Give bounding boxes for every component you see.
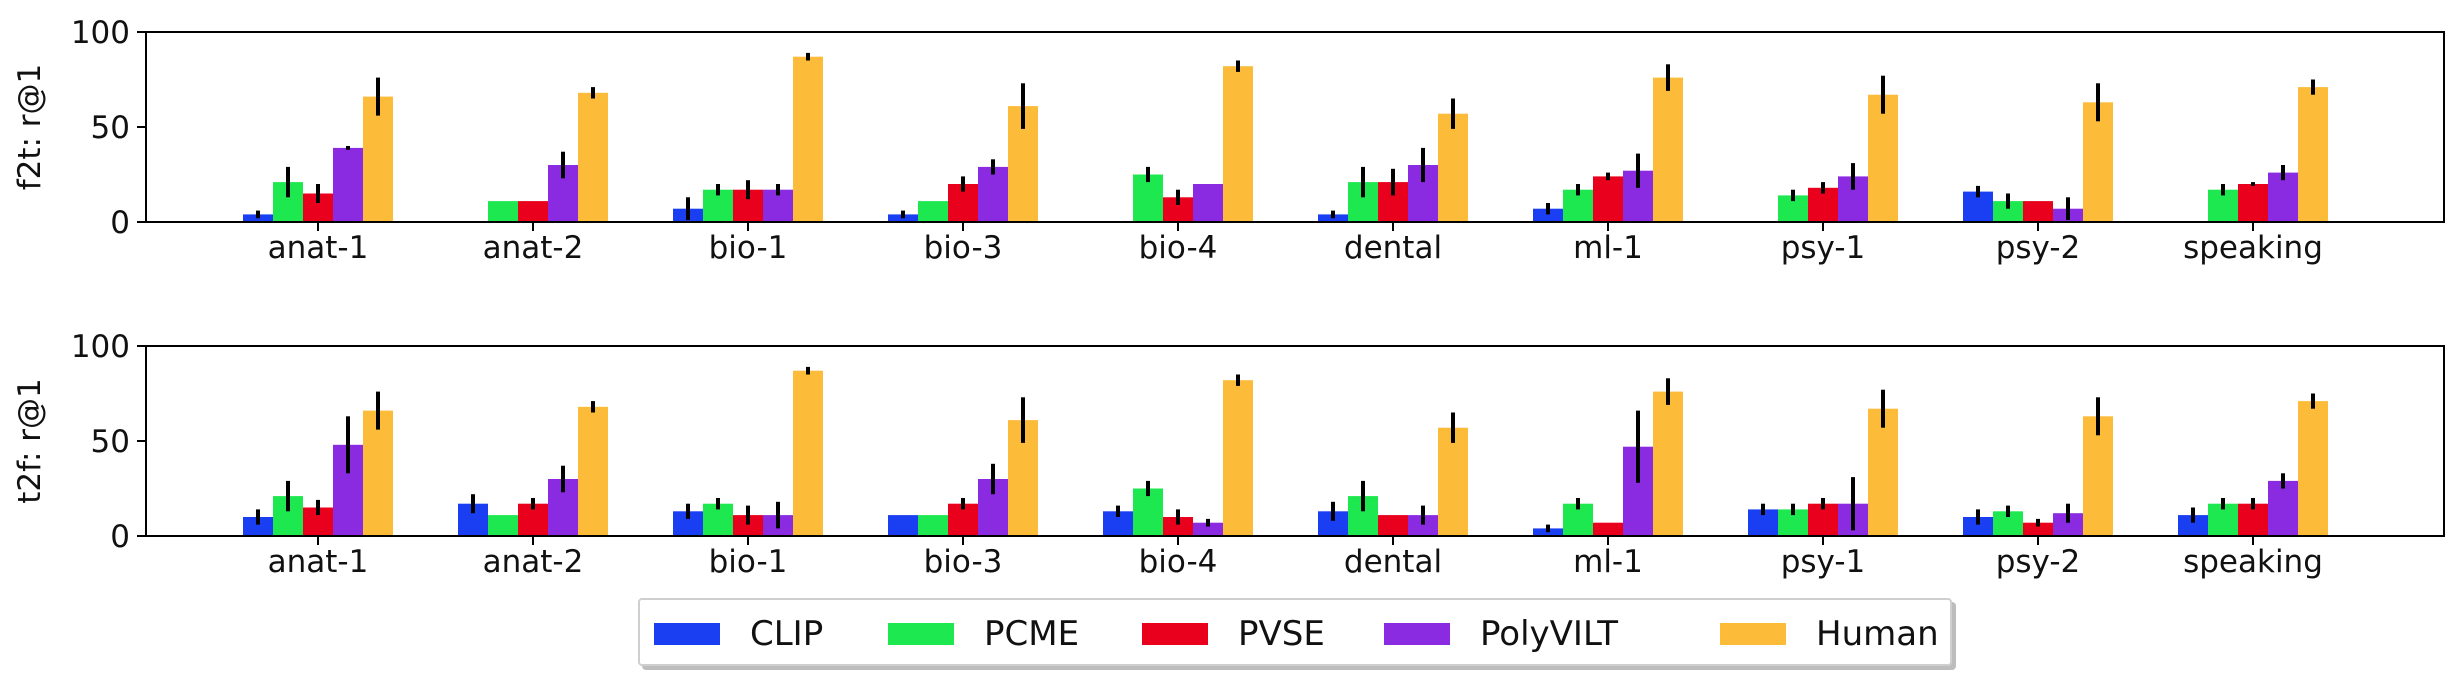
x-tick-label: bio-4 [1139,544,1218,580]
legend-label: PolyVILT [1480,614,1618,654]
bar-pcme [488,515,518,536]
bar-pvse [733,515,763,536]
bar-polyvilt [1193,522,1223,536]
legend-swatch [888,623,954,645]
legend-swatch [1142,623,1208,645]
bar-pvse [1378,515,1408,536]
x-tick-label: dental [1344,230,1442,266]
x-tick-label: psy-1 [1781,230,1866,266]
bar-pvse [518,201,548,222]
bar-pcme [488,201,518,222]
bar-human [363,410,393,536]
x-tick-label: anat-2 [483,544,584,580]
bar-pvse [2023,201,2053,222]
legend-label: PCME [984,614,1080,654]
legend: CLIP PCME PVSE PolyVILT Human [638,598,1952,666]
x-tick-label: bio-4 [1139,230,1218,266]
legend-item-polyvilt: PolyVILT [1384,614,1618,654]
bar-human [2083,416,2113,536]
bar-pvse [1593,522,1623,536]
legend-label: CLIP [750,614,824,654]
x-tick-label: psy-1 [1781,544,1866,580]
bar-human [1438,427,1468,536]
x-tick-label: psy-2 [1996,544,2081,580]
bar-human [363,96,393,222]
y-tick-label: 0 [110,205,130,241]
bar-human [1223,66,1253,222]
y-tick-label: 100 [71,329,130,365]
chart-f2t: 0 50 100 anat-1 anat-2 bio-1 bio-3 bio-4 dental m… [12,15,2445,266]
bar-clip [888,515,918,536]
bar-human [1438,113,1468,222]
bar-human [793,370,823,536]
legend-label: Human [1816,614,1939,654]
bar-polyvilt [2053,513,2083,536]
legend-swatch [1720,623,1786,645]
bar-polyvilt [1408,515,1438,536]
bar-human [578,92,608,222]
x-tick-label: speaking [2183,544,2323,580]
legend-item-clip: CLIP [654,614,823,654]
bar-human [2298,87,2328,222]
legend-item-pcme: PCME [888,614,1079,654]
bar-clip [2178,515,2208,536]
bar-human [1223,380,1253,536]
y-tick-label: 100 [71,15,130,51]
bar-polyvilt [2268,172,2298,222]
bar-pcme [918,515,948,536]
x-tick-label: ml-1 [1573,230,1643,266]
bar-pcme [918,201,948,222]
bar-human [578,406,608,536]
legend-swatch [654,623,720,645]
y-axis-label: t2f: r@1 [12,378,48,503]
bar-clip [243,517,273,536]
bar-pvse [1163,517,1193,536]
y-tick-label: 50 [91,424,130,460]
x-tick-label: anat-2 [483,230,584,266]
bar-polyvilt [2268,480,2298,536]
y-axis-label: f2t: r@1 [12,64,48,191]
legend-swatch [1384,623,1450,645]
bar-polyvilt [1193,184,1223,222]
bar-pvse [1593,176,1623,222]
x-tick-label: bio-1 [709,544,788,580]
bar-human [2298,401,2328,536]
bar-human [1868,408,1898,536]
x-tick-label: bio-1 [709,230,788,266]
x-tick-label: speaking [2183,230,2323,266]
bar-human [1653,77,1683,222]
y-tick-label: 0 [110,519,130,555]
bar-pcme [1133,488,1163,536]
bar-human [1868,94,1898,222]
bar-polyvilt [978,166,1008,222]
x-tick-label: anat-1 [268,230,369,266]
x-tick-label: ml-1 [1573,544,1643,580]
bar-clip [1963,517,1993,536]
x-tick-label: psy-2 [1996,230,2081,266]
bar-pcme [1993,201,2023,222]
legend-item-pvse: PVSE [1142,614,1325,654]
bar-human [1653,391,1683,536]
bar-pcme [1133,174,1163,222]
legend-item-human: Human [1720,614,1939,654]
bar-polyvilt [333,147,363,222]
bar-human [2083,102,2113,222]
bar-pvse [2238,184,2268,222]
bar-pvse [2023,522,2053,536]
chart-t2f: 0 50 100 anat-1 anat-2 bio-1 bio-3 bio-4 dental m… [12,329,2445,580]
x-tick-label: dental [1344,544,1442,580]
y-tick-label: 50 [91,110,130,146]
bar-clip [1533,208,1563,222]
legend-label: PVSE [1238,614,1325,654]
x-tick-label: bio-3 [924,230,1003,266]
x-tick-label: anat-1 [268,544,369,580]
bar-human [793,56,823,223]
x-tick-label: bio-3 [924,544,1003,580]
